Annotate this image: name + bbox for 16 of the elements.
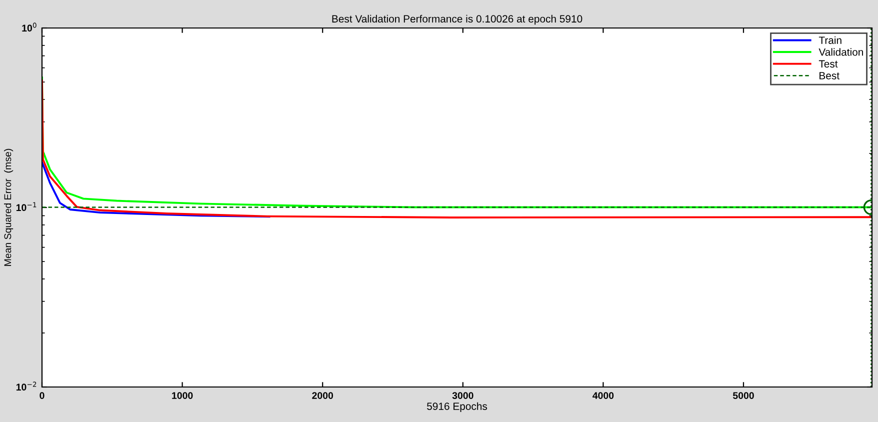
chart-title: Best Validation Performance is 0.10026 at epoch 5910	[332, 14, 582, 25]
x-tick-label: 1000	[172, 392, 193, 399]
y-tick-label: 10$^{−2}$	[16, 382, 36, 391]
x-tick-label: 0	[40, 392, 44, 399]
legend-label: Best	[820, 72, 840, 80]
x-axis-title: 5916 Epochs	[427, 402, 488, 412]
legend-label: Test	[818, 60, 838, 68]
y-tick-label: 10$^{−1}$	[16, 202, 36, 212]
x-tick-label: 2000	[312, 392, 334, 399]
x-tick-label: 4000	[592, 392, 614, 399]
x-tick-label: 3000	[452, 392, 474, 400]
x-tick-label: 5000	[732, 392, 754, 399]
legend-label: Train	[818, 36, 842, 44]
y-tick-label: 10$^{0}$	[22, 22, 36, 32]
legend-label: Validation	[818, 48, 863, 56]
y-axis-title: Mean Squared Error (mse)	[4, 148, 14, 266]
